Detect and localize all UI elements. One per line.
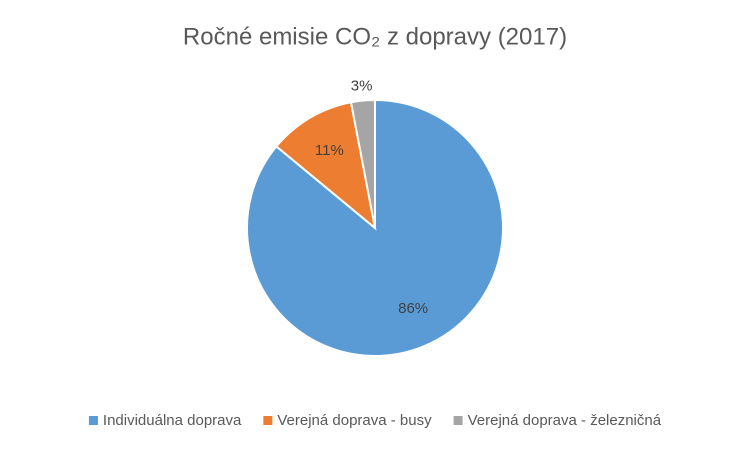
- legend-swatch: [88, 416, 98, 425]
- legend-label: Individuálna doprava: [103, 412, 242, 429]
- legend-label: Verejná doprava - busy: [277, 412, 432, 429]
- data-label: 11%: [315, 142, 344, 159]
- data-label: 3%: [351, 78, 373, 95]
- chart-title: Ročné emisie CO₂ z dopravy (2017): [183, 23, 567, 50]
- pie-slice: [349, 98, 376, 229]
- data-label: 86%: [398, 300, 428, 317]
- pie-slice: [274, 101, 377, 231]
- legend-swatch: [263, 416, 273, 425]
- legend-swatch: [453, 416, 463, 425]
- legend-label: Verejná doprava - železničná: [468, 412, 662, 429]
